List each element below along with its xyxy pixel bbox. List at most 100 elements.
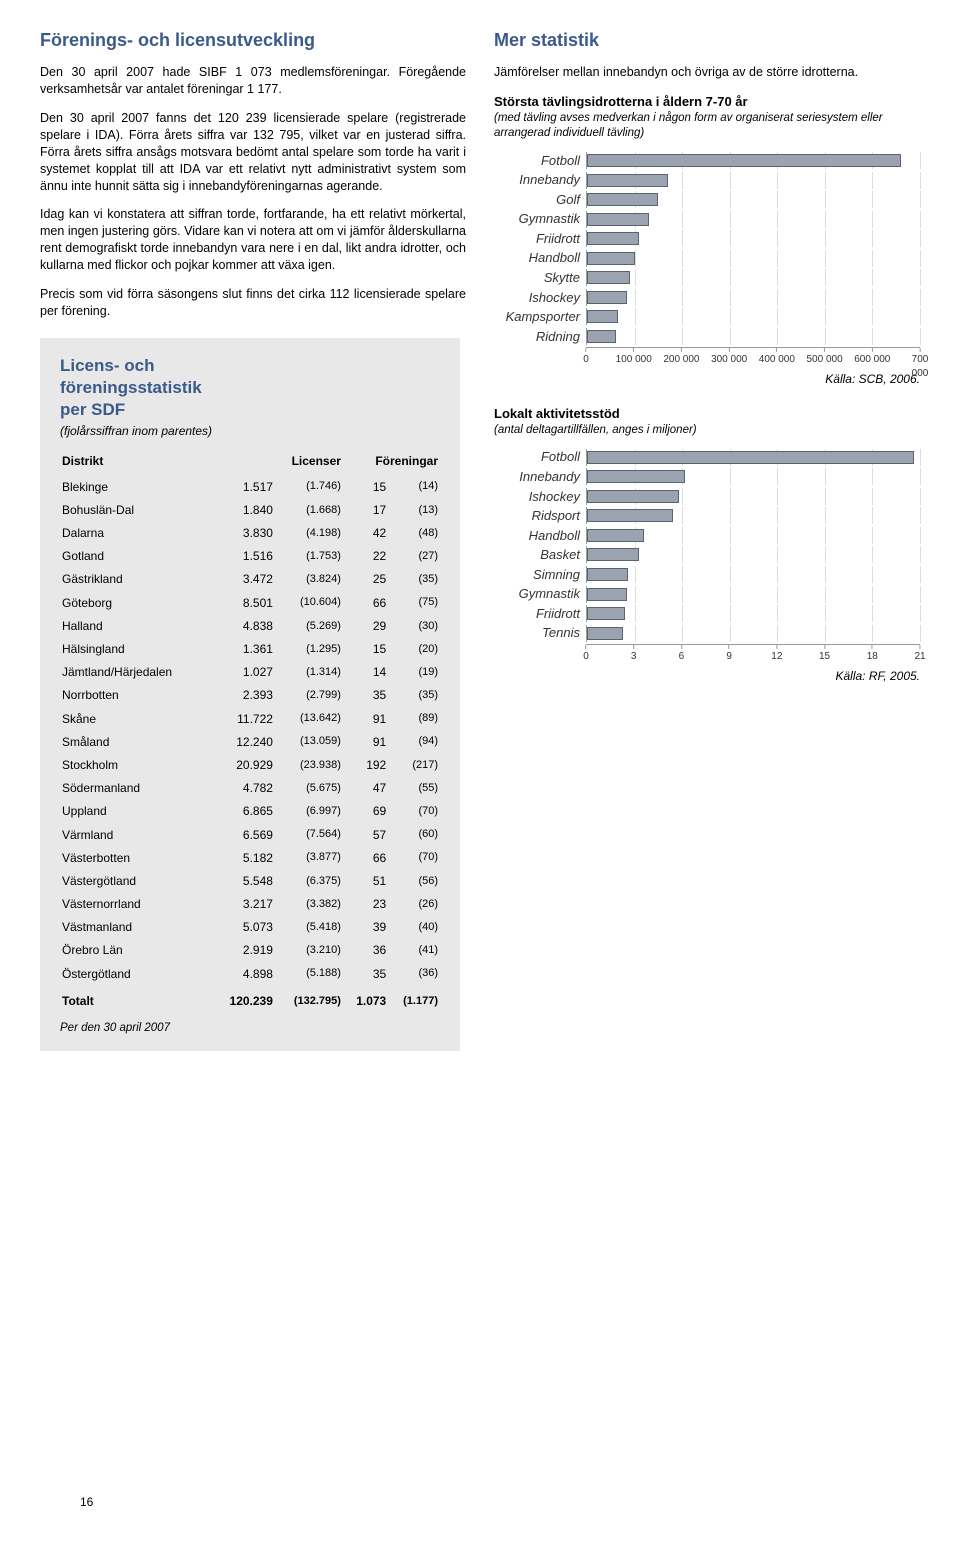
table-row: Västmanland5.073(5.418)39(40) (60, 916, 440, 939)
cell-clubs-prev: (30) (388, 614, 440, 637)
chart-bar-area (586, 269, 920, 286)
chart-bar-area (586, 507, 920, 524)
cell-licenses-prev: (13.059) (275, 730, 343, 753)
chart-tick: 700 000 (912, 348, 929, 380)
cell-clubs-prev: (36) (388, 962, 440, 985)
cell-clubs: 91 (343, 730, 388, 753)
cell-licenses: 3.472 (212, 568, 275, 591)
cell-clubs: 57 (343, 823, 388, 846)
left-p4: Precis som vid förra säsongens slut finn… (40, 286, 466, 320)
table-row: Örebro Län2.919(3.210)36(41) (60, 939, 440, 962)
chart-bar (587, 490, 679, 503)
chart-category-label: Innebandy (494, 468, 586, 486)
left-p1: Den 30 april 2007 hade SIBF 1 073 medlem… (40, 64, 466, 98)
cell-licenses-prev: (132.795) (275, 985, 343, 1013)
chart2-source: Källa: RF, 2005. (494, 668, 920, 684)
cell-licenses: 4.898 (212, 962, 275, 985)
chart2: FotbollInnebandyIshockeyRidsportHandboll… (494, 448, 920, 659)
chart-bar (587, 271, 630, 284)
table-row: Halland4.838(5.269)29(30) (60, 614, 440, 637)
cell-clubs-prev: (55) (388, 777, 440, 800)
chart-category-label: Basket (494, 546, 586, 564)
cell-district: Västerbotten (60, 846, 212, 869)
chart-bar (587, 310, 618, 323)
cell-clubs: 39 (343, 916, 388, 939)
cell-clubs: 17 (343, 498, 388, 521)
section1-sub: (med tävling avses medverkan i någon for… (494, 111, 920, 142)
chart-row: Ridning (494, 328, 920, 346)
chart-bar-area (586, 566, 920, 583)
chart-row: Tennis (494, 624, 920, 642)
section1-title: Största tävlingsidrotterna i åldern 7-70… (494, 93, 920, 111)
chart-tick: 0 (583, 645, 589, 664)
chart-tick: 6 (679, 645, 685, 664)
cell-clubs: 25 (343, 568, 388, 591)
chart-bar (587, 509, 673, 522)
cell-district: Hälsingland (60, 638, 212, 661)
chart-category-label: Fotboll (494, 448, 586, 466)
chart1-source: Källa: SCB, 2006. (494, 371, 920, 387)
chart-category-label: Friidrott (494, 230, 586, 248)
cell-clubs-prev: (60) (388, 823, 440, 846)
chart-row: Gymnastik (494, 210, 920, 228)
chart-bar-area (586, 488, 920, 505)
chart-row: Ishockey (494, 289, 920, 307)
chart-bar-area (586, 468, 920, 485)
section2-sub: (antal deltagartillfällen, anges i miljo… (494, 423, 920, 439)
table-row: Norrbotten2.393(2.799)35(35) (60, 684, 440, 707)
chart-bar (587, 548, 639, 561)
cell-licenses: 1.517 (212, 475, 275, 498)
chart-tick: 200 000 (663, 348, 699, 367)
cell-licenses: 3.830 (212, 522, 275, 545)
chart-tick: 3 (631, 645, 637, 664)
cell-licenses-prev: (3.382) (275, 893, 343, 916)
chart-category-label: Ishockey (494, 488, 586, 506)
cell-licenses-prev: (7.564) (275, 823, 343, 846)
cell-licenses-prev: (23.938) (275, 753, 343, 776)
cell-clubs-prev: (89) (388, 707, 440, 730)
chart-category-label: Gymnastik (494, 585, 586, 603)
cell-clubs: 66 (343, 846, 388, 869)
chart-bar (587, 213, 649, 226)
cell-district: Södermanland (60, 777, 212, 800)
cell-district: Västmanland (60, 916, 212, 939)
cell-clubs: 29 (343, 614, 388, 637)
chart-bar-area (586, 230, 920, 247)
chart-row: Innebandy (494, 468, 920, 486)
cell-district: Värmland (60, 823, 212, 846)
cell-clubs: 192 (343, 753, 388, 776)
cell-licenses-prev: (1.753) (275, 545, 343, 568)
cell-clubs-prev: (35) (388, 684, 440, 707)
chart-bar (587, 193, 658, 206)
cell-clubs: 69 (343, 800, 388, 823)
chart-row: Fotboll (494, 448, 920, 466)
chart-bar (587, 451, 914, 464)
cell-licenses: 1.027 (212, 661, 275, 684)
th-distrikt: Distrikt (60, 449, 212, 475)
table-row-total: Totalt120.239(132.795)1.073(1.177) (60, 985, 440, 1013)
cell-clubs: 36 (343, 939, 388, 962)
left-title: Förenings- och licensutveckling (40, 28, 466, 52)
cell-clubs-prev: (20) (388, 638, 440, 661)
chart-bar-area (586, 625, 920, 642)
cell-district: Uppland (60, 800, 212, 823)
chart-category-label: Skytte (494, 269, 586, 287)
left-p3: Idag kan vi konstatera att siffran torde… (40, 206, 466, 274)
cell-licenses: 5.548 (212, 869, 275, 892)
chart-category-label: Gymnastik (494, 210, 586, 228)
cell-clubs: 22 (343, 545, 388, 568)
chart-row: Handboll (494, 527, 920, 545)
cell-district: Halland (60, 614, 212, 637)
cell-clubs: 23 (343, 893, 388, 916)
table-row: Hälsingland1.361(1.295)15(20) (60, 638, 440, 661)
chart-bar-area (586, 250, 920, 267)
chart-bar-area (586, 586, 920, 603)
chart-bar (587, 588, 627, 601)
chart-category-label: Innebandy (494, 171, 586, 189)
cell-licenses-prev: (10.604) (275, 591, 343, 614)
chart-tick: 12 (771, 645, 782, 664)
cell-clubs: 42 (343, 522, 388, 545)
left-column: Förenings- och licensutveckling Den 30 a… (40, 28, 466, 1051)
cell-licenses: 120.239 (212, 985, 275, 1013)
table-row: Västernorrland3.217(3.382)23(26) (60, 893, 440, 916)
